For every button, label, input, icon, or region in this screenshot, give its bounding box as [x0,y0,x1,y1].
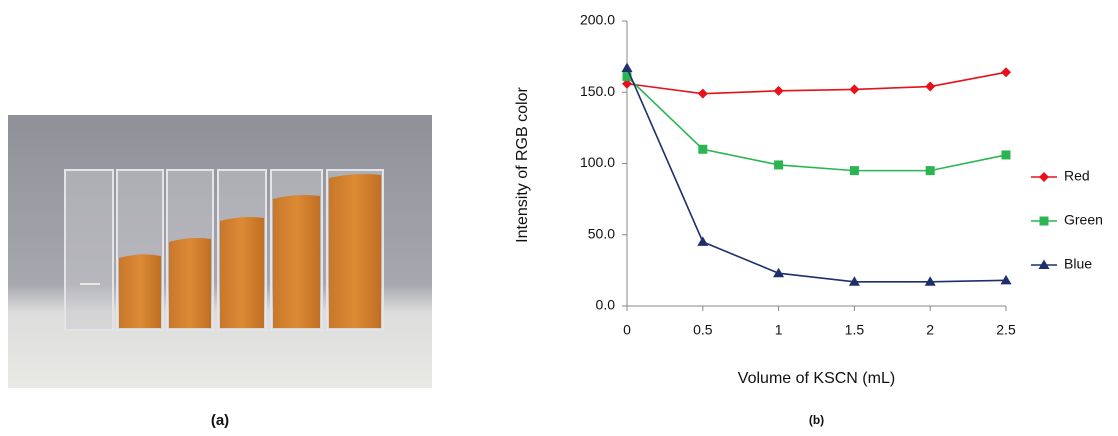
x-tick-label: 2 [926,322,934,338]
marker [622,63,633,73]
x-tick-label: 1 [775,322,783,338]
y-tick-label: 200.0 [580,12,615,28]
series-line [627,72,1006,93]
marker [849,84,859,94]
series-line [627,68,1006,282]
marker [1001,275,1012,285]
x-tick-label: 2.5 [996,322,1016,338]
marker [850,166,859,175]
marker [926,166,935,175]
x-tick-label: 1.5 [845,322,865,338]
x-tick-label: 0.5 [693,322,713,338]
x-axis-title: Volume of KSCN (mL) [738,370,895,387]
marker [774,86,784,96]
y-tick-label: 150.0 [580,83,615,99]
panel-label: (b) [809,413,824,427]
y-axis-title: Intensity of RGB color [514,87,531,243]
legend-label: Blue [1064,256,1092,272]
y-tick-label: 100.0 [580,154,615,170]
marker [697,236,708,246]
chart: 0.0 50.0 100.0 150.0 200.0 0 0.5 1 1.5 2 2.5 Volume… [514,12,1103,427]
x-tick-label: 0 [623,322,631,338]
legend-marker [1039,172,1049,182]
marker [1002,150,1011,159]
photo [8,115,432,388]
legend-marker [1040,217,1049,226]
marker [698,89,708,99]
marker [925,82,935,92]
marker [1001,67,1011,77]
legend-label: Green [1064,212,1103,228]
marker [774,160,783,169]
panel-label: (a) [211,412,229,429]
figure: (a) 0.0 50.0 100.0 150.0 200.0 0 0.5 1 1.5 2 2.5 Vo… [0,0,1118,436]
legend-label: Red [1064,168,1090,184]
y-tick-label: 50.0 [588,225,615,241]
y-tick-label: 0.0 [596,297,616,313]
marker [698,145,707,154]
